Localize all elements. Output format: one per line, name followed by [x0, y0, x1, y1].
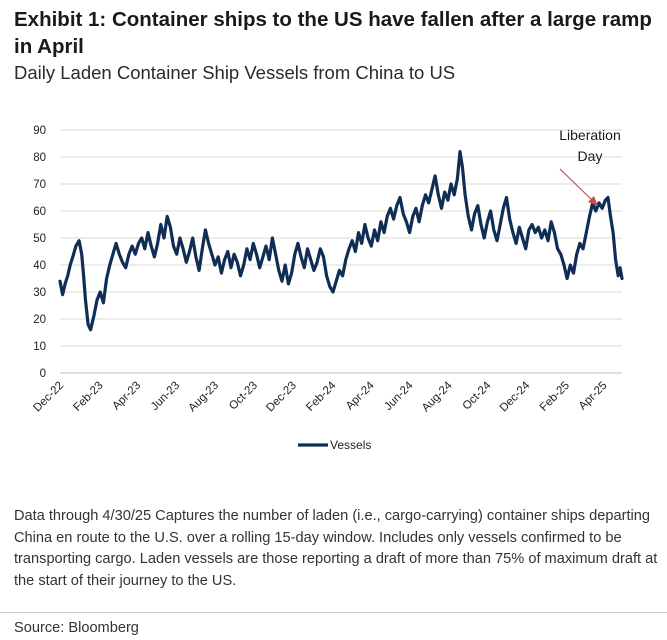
x-tick-label: Feb-23 — [71, 380, 105, 414]
x-tick-label: Apr-25 — [577, 380, 610, 413]
divider — [0, 612, 667, 613]
x-tick-label: Apr-23 — [110, 380, 143, 413]
annotation-liberation-day: Liberation Day — [559, 127, 621, 206]
x-tick-label: Oct-23 — [227, 380, 260, 413]
series-line-vessels — [58, 150, 624, 332]
y-tick-label: 20 — [33, 314, 46, 326]
x-tick-label: Dec-22 — [31, 380, 66, 415]
x-tick-label: Feb-25 — [538, 380, 572, 414]
annotation-label-line2: Day — [578, 148, 603, 164]
annotation-arrowhead — [588, 196, 598, 206]
footnote: Data through 4/30/25 Captures the number… — [14, 508, 658, 589]
y-tick-label: 90 — [33, 125, 46, 137]
chart-subtitle: Daily Laden Container Ship Vessels from … — [14, 62, 456, 83]
y-tick-label: 0 — [40, 368, 46, 380]
y-axis-ticks: 0 10 20 30 40 50 60 70 80 90 — [33, 125, 46, 380]
y-tick-label: 40 — [33, 260, 46, 272]
y-tick-label: 10 — [33, 341, 46, 353]
x-tick-label: Aug-24 — [420, 379, 455, 414]
y-tick-label: 30 — [33, 287, 46, 299]
x-tick-label: Feb-24 — [304, 379, 339, 414]
annotation-label-line1: Liberation — [559, 127, 621, 143]
x-tick-label: Apr-24 — [344, 379, 377, 412]
x-axis-ticks: Dec-22 Feb-23 Apr-23 Jun-23 Aug-23 Oct-23 Dec-… — [31, 379, 609, 414]
annotation-arrow — [559, 168, 594, 202]
x-tick-label: Jun-24 — [382, 379, 416, 413]
y-tick-label: 50 — [33, 233, 46, 245]
x-tick-label: Oct-24 — [461, 379, 494, 412]
x-tick-label: Aug-23 — [186, 380, 221, 415]
x-tick-label: Dec-23 — [264, 380, 299, 415]
y-tick-label: 60 — [33, 206, 46, 218]
gridlines — [60, 129, 622, 347]
x-tick-label: Jun-23 — [149, 380, 182, 413]
y-tick-label: 80 — [33, 152, 46, 164]
legend: Vessels — [298, 438, 371, 452]
chart-title: Exhibit 1: Container ships to the US hav… — [14, 8, 652, 58]
y-tick-label: 70 — [33, 179, 46, 191]
source-note: Source: Bloomberg — [14, 620, 139, 636]
x-tick-label: Dec-24 — [498, 379, 533, 414]
legend-label-vessels: Vessels — [330, 438, 371, 452]
